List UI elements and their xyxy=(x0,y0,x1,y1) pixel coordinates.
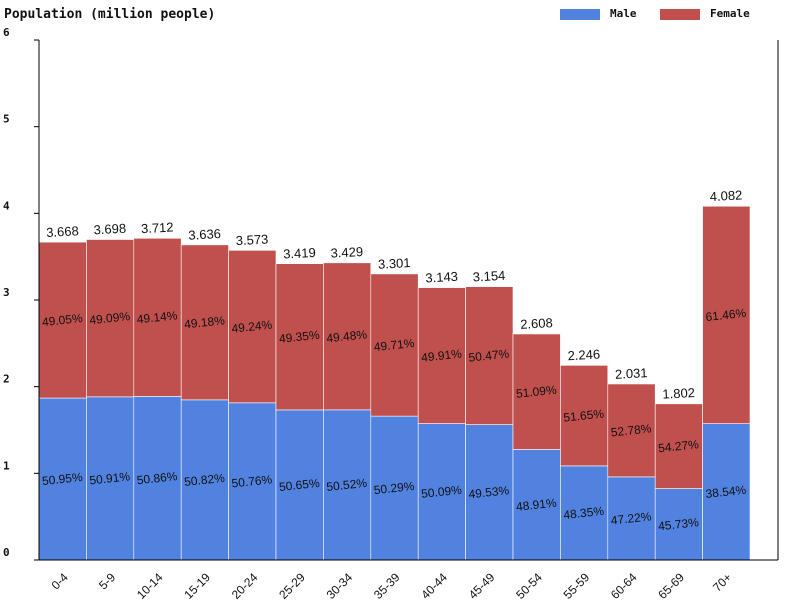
chart-title: Population (million people) xyxy=(4,7,215,22)
legend-label: Male xyxy=(610,7,637,20)
legend-swatch xyxy=(560,9,600,20)
bar-segment xyxy=(702,423,751,561)
value-label: 50.09% xyxy=(421,483,463,501)
value-label: 50.76% xyxy=(231,472,273,490)
value-label: 50.95% xyxy=(41,470,83,488)
value-label: 49.71% xyxy=(373,336,415,354)
y-tick-label: 3 xyxy=(3,286,10,299)
bar-segment xyxy=(654,488,703,561)
value-label: 50.52% xyxy=(326,476,368,494)
bar-segment xyxy=(512,333,561,450)
value-label: 50.82% xyxy=(184,471,226,489)
total-label: 3.712 xyxy=(141,219,174,236)
x-tick-label: 10-14 xyxy=(134,570,166,600)
total-label: 3.698 xyxy=(93,221,126,238)
bar-segment xyxy=(702,205,751,424)
total-label: 3.301 xyxy=(378,255,411,272)
bar-segment xyxy=(228,250,277,404)
x-tick-label: 50-54 xyxy=(513,570,545,600)
x-tick-label: 30-34 xyxy=(324,570,356,600)
x-tick-label: 5-9 xyxy=(96,570,118,592)
x-tick-label: 65-69 xyxy=(655,570,687,600)
bar-segment xyxy=(607,476,656,561)
value-label: 49.05% xyxy=(41,311,83,329)
x-tick-label: 20-24 xyxy=(229,570,261,600)
value-label: 50.86% xyxy=(136,469,178,487)
legend-swatch xyxy=(660,9,700,20)
bar-segment xyxy=(417,423,466,561)
value-label: 61.46% xyxy=(705,306,747,324)
y-tick-label: 6 xyxy=(3,26,10,39)
total-label: 3.636 xyxy=(188,226,221,243)
total-label: 3.419 xyxy=(283,245,316,262)
value-label: 49.18% xyxy=(184,313,226,331)
total-label: 4.082 xyxy=(709,187,742,204)
total-label: 3.668 xyxy=(46,223,79,240)
value-label: 52.78% xyxy=(610,421,652,439)
bar-segment xyxy=(465,286,514,425)
total-label: 2.246 xyxy=(567,347,600,364)
value-label: 49.09% xyxy=(89,309,131,327)
bar-segment xyxy=(654,403,703,489)
total-label: 3.573 xyxy=(235,232,268,249)
x-tick-label: 40-44 xyxy=(418,570,450,600)
x-tick-label: 25-29 xyxy=(276,570,308,600)
y-tick-label: 0 xyxy=(3,546,10,559)
bar-segment xyxy=(607,383,656,478)
x-tick-label: 0-4 xyxy=(49,570,71,592)
value-label: 51.09% xyxy=(515,383,557,401)
bar-segment xyxy=(38,241,87,399)
value-label: 48.35% xyxy=(563,504,605,522)
total-label: 2.031 xyxy=(615,365,648,382)
value-label: 50.91% xyxy=(89,469,131,487)
bar-segment xyxy=(417,287,466,424)
value-label: 49.35% xyxy=(278,328,320,346)
value-label: 47.22% xyxy=(610,509,652,527)
total-label: 1.802 xyxy=(662,385,695,402)
value-label: 38.54% xyxy=(705,483,747,501)
bar-segment xyxy=(180,244,229,401)
bar-segment xyxy=(275,263,324,411)
total-label: 3.143 xyxy=(425,269,458,286)
value-label: 49.24% xyxy=(231,317,273,335)
x-tick-label: 35-39 xyxy=(371,570,403,600)
value-label: 49.53% xyxy=(468,483,510,501)
value-label: 49.91% xyxy=(421,346,463,364)
value-label: 54.27% xyxy=(658,437,700,455)
bar-segment xyxy=(275,409,324,561)
bar-segment xyxy=(512,449,561,561)
y-tick-label: 4 xyxy=(3,199,10,212)
y-tick-label: 5 xyxy=(3,113,10,126)
bar-segment xyxy=(560,465,609,561)
value-label: 50.65% xyxy=(278,476,320,494)
total-label: 3.429 xyxy=(330,244,363,261)
bar-segment xyxy=(228,402,277,561)
total-label: 3.154 xyxy=(472,268,505,285)
value-label: 51.65% xyxy=(563,407,605,425)
value-label: 45.73% xyxy=(658,515,700,533)
y-tick-label: 2 xyxy=(3,373,10,386)
value-label: 49.14% xyxy=(136,308,178,326)
x-tick-label: 15-19 xyxy=(181,570,213,600)
legend-label: Female xyxy=(710,7,750,20)
value-label: 50.47% xyxy=(468,347,510,365)
bar-segment xyxy=(133,237,182,397)
x-tick-label: 70+ xyxy=(710,570,734,594)
bar-segment xyxy=(323,409,372,561)
bar-segment xyxy=(133,396,182,561)
x-tick-label: 55-59 xyxy=(561,570,593,600)
value-label: 49.48% xyxy=(326,327,368,345)
bar-segment xyxy=(323,262,372,411)
x-tick-label: 60-64 xyxy=(608,570,640,600)
value-label: 50.29% xyxy=(373,479,415,497)
total-label: 2.608 xyxy=(520,315,553,332)
x-tick-label: 45-49 xyxy=(466,570,498,600)
value-label: 48.91% xyxy=(515,496,557,514)
y-tick-label: 1 xyxy=(3,459,10,472)
bar-segment xyxy=(86,239,135,398)
